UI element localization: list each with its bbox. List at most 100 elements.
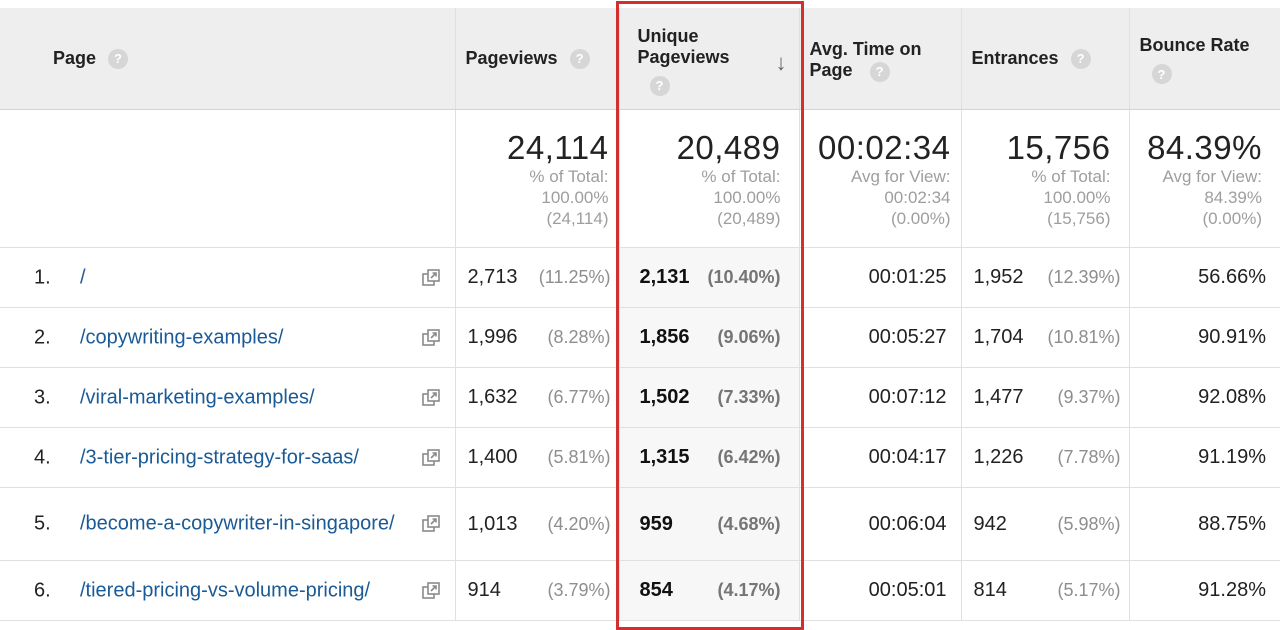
page-path-link[interactable]: / bbox=[80, 266, 86, 288]
avg-time-cell: 00:07:12 bbox=[798, 367, 961, 428]
totals-bounce-rate: 84.39% Avg for View: 84.39% (0.00%) bbox=[1128, 109, 1280, 248]
unique-pageviews-percent: (9.06%) bbox=[717, 327, 781, 347]
pageviews-cell: 1,013 (4.20%) bbox=[454, 487, 619, 561]
arrow-down-icon[interactable]: ↓ bbox=[775, 50, 787, 75]
total-average: 84.39% bbox=[1204, 188, 1262, 207]
help-icon[interactable]: ? bbox=[869, 61, 890, 82]
pageviews-cell: 2,713 (11.25%) bbox=[454, 247, 619, 308]
bounce-rate-value: 91.28% bbox=[1198, 579, 1266, 601]
column-header-avg-time-label: Avg. Time on Page bbox=[809, 39, 922, 81]
entrances-value: 942 bbox=[973, 512, 1007, 535]
avg-time-value: 00:05:27 bbox=[868, 326, 947, 348]
page-path-link[interactable]: /tiered-pricing-vs-volume-pricing/ bbox=[80, 579, 371, 601]
avg-time-cell: 00:05:27 bbox=[798, 307, 961, 368]
open-in-new-window-icon[interactable] bbox=[421, 388, 440, 407]
entrances-percent: (10.81%) bbox=[1047, 327, 1121, 347]
total-percent: 100.00% bbox=[541, 188, 609, 207]
total-count: (20,489) bbox=[717, 209, 781, 228]
help-icon[interactable]: ? bbox=[108, 48, 129, 69]
avg-time-cell: 00:01:25 bbox=[798, 247, 961, 308]
pageviews-value: 1,013 bbox=[467, 512, 518, 535]
analytics-table: Page ? Pageviews ? Unique Pageviews ? ↓ bbox=[0, 8, 1280, 621]
row-rank: 2. bbox=[34, 326, 51, 348]
help-icon[interactable]: ? bbox=[1070, 48, 1091, 69]
total-value: 00:02:34 bbox=[818, 129, 951, 166]
page-path-link[interactable]: /become-a-copywriter-in-singapore/ bbox=[80, 512, 395, 535]
column-header-pageviews-label: Pageviews bbox=[465, 48, 558, 68]
total-count: (24,114) bbox=[546, 209, 609, 228]
avg-time-cell: 00:06:04 bbox=[798, 487, 961, 561]
bounce-rate-value: 90.91% bbox=[1198, 326, 1266, 348]
column-header-pageviews[interactable]: Pageviews ? bbox=[454, 8, 619, 110]
page-cell: 3. /viral-marketing-examples/ bbox=[0, 367, 455, 428]
page-path-link[interactable]: /copywriting-examples/ bbox=[80, 326, 284, 348]
help-icon[interactable]: ? bbox=[569, 48, 590, 69]
unique-pageviews-percent: (7.33%) bbox=[717, 387, 781, 407]
pageviews-value: 2,713 bbox=[467, 266, 518, 288]
unique-pageviews-value: 1,856 bbox=[639, 326, 690, 348]
help-icon[interactable]: ? bbox=[1151, 64, 1172, 84]
entrances-value: 814 bbox=[973, 579, 1007, 601]
column-header-entrances[interactable]: Entrances ? bbox=[960, 8, 1129, 110]
open-in-new-window-icon[interactable] bbox=[421, 328, 440, 347]
pageviews-cell: 1,996 (8.28%) bbox=[454, 307, 619, 368]
entrances-cell: 1,226 (7.78%) bbox=[960, 427, 1129, 488]
total-label: % of Total: bbox=[701, 167, 781, 186]
avg-time-value: 00:04:17 bbox=[868, 446, 947, 468]
pageviews-percent: (4.20%) bbox=[547, 513, 611, 534]
total-label: Avg for View: bbox=[850, 167, 951, 186]
entrances-cell: 942 (5.98%) bbox=[960, 487, 1129, 561]
open-in-new-window-icon[interactable] bbox=[421, 448, 440, 467]
unique-pageviews-cell: 854 (4.17%) bbox=[618, 560, 799, 621]
unique-pageviews-percent: (6.42%) bbox=[717, 447, 781, 467]
unique-pageviews-value: 1,502 bbox=[639, 386, 690, 408]
row-rank: 3. bbox=[34, 386, 51, 408]
column-header-unique-pageviews[interactable]: Unique Pageviews ? ↓ bbox=[618, 8, 799, 110]
pageviews-cell: 914 (3.79%) bbox=[454, 560, 619, 621]
pageviews-value: 914 bbox=[467, 579, 501, 601]
row-rank: 4. bbox=[34, 446, 51, 468]
totals-pageviews: 24,114 % of Total: 100.00% (24,114) bbox=[454, 109, 619, 248]
totals-entrances: 15,756 % of Total: 100.00% (15,756) bbox=[960, 109, 1129, 248]
page-path-link[interactable]: /viral-marketing-examples/ bbox=[80, 386, 315, 408]
column-header-avg-time[interactable]: Avg. Time on Page ? bbox=[798, 8, 961, 110]
column-header-bounce-rate[interactable]: Bounce Rate ? bbox=[1128, 8, 1280, 110]
column-header-page[interactable]: Page ? bbox=[0, 8, 455, 110]
column-header-entrances-label: Entrances bbox=[971, 48, 1059, 68]
row-rank: 5. bbox=[34, 512, 51, 535]
entrances-cell: 1,477 (9.37%) bbox=[960, 367, 1129, 428]
entrances-percent: (5.98%) bbox=[1057, 513, 1121, 534]
bounce-rate-cell: 56.66% bbox=[1128, 247, 1280, 308]
unique-pageviews-percent: (4.17%) bbox=[717, 580, 781, 600]
table-row: 2. /copywriting-examples/1,996 (8.28%) 1,85… bbox=[0, 307, 1280, 368]
column-header-bounce-rate-label: Bounce Rate bbox=[1139, 35, 1250, 55]
header-row: Page ? Pageviews ? Unique Pageviews ? ↓ bbox=[0, 8, 1280, 110]
table-row: 3. /viral-marketing-examples/1,632 (6.77%)… bbox=[0, 367, 1280, 428]
pageviews-percent: (6.77%) bbox=[547, 387, 611, 407]
total-value: 15,756 bbox=[1006, 129, 1111, 166]
open-in-new-window-icon[interactable] bbox=[421, 581, 440, 600]
table-row: 6. /tiered-pricing-vs-volume-pricing/914 (… bbox=[0, 560, 1280, 621]
entrances-value: 1,226 bbox=[973, 446, 1024, 468]
pageviews-cell: 1,400 (5.81%) bbox=[454, 427, 619, 488]
unique-pageviews-cell: 1,502 (7.33%) bbox=[618, 367, 799, 428]
avg-time-cell: 00:05:01 bbox=[798, 560, 961, 621]
row-rank: 1. bbox=[34, 266, 51, 288]
unique-pageviews-value: 2,131 bbox=[639, 266, 690, 288]
page-cell: 2. /copywriting-examples/ bbox=[0, 307, 455, 368]
page-path-link[interactable]: /3-tier-pricing-strategy-for-saas/ bbox=[80, 446, 359, 468]
unique-pageviews-cell: 1,315 (6.42%) bbox=[618, 427, 799, 488]
avg-time-value: 00:01:25 bbox=[868, 266, 947, 288]
totals-unique-pageviews: 20,489 % of Total: 100.00% (20,489) bbox=[618, 109, 799, 248]
total-percent: 100.00% bbox=[713, 188, 781, 207]
totals-avg-time: 00:02:34 Avg for View: 00:02:34 (0.00%) bbox=[798, 109, 961, 248]
help-icon[interactable]: ? bbox=[649, 75, 670, 96]
open-in-new-window-icon[interactable] bbox=[421, 515, 440, 533]
total-label: Avg for View: bbox=[1162, 167, 1262, 186]
page-cell: 5. /become-a-copywriter-in-singapore/ bbox=[0, 487, 455, 561]
total-diff: (0.00%) bbox=[890, 209, 951, 228]
pageviews-percent: (8.28%) bbox=[547, 327, 611, 347]
entrances-value: 1,952 bbox=[973, 266, 1024, 288]
pageviews-value: 1,632 bbox=[467, 386, 518, 408]
open-in-new-window-icon[interactable] bbox=[421, 268, 440, 287]
